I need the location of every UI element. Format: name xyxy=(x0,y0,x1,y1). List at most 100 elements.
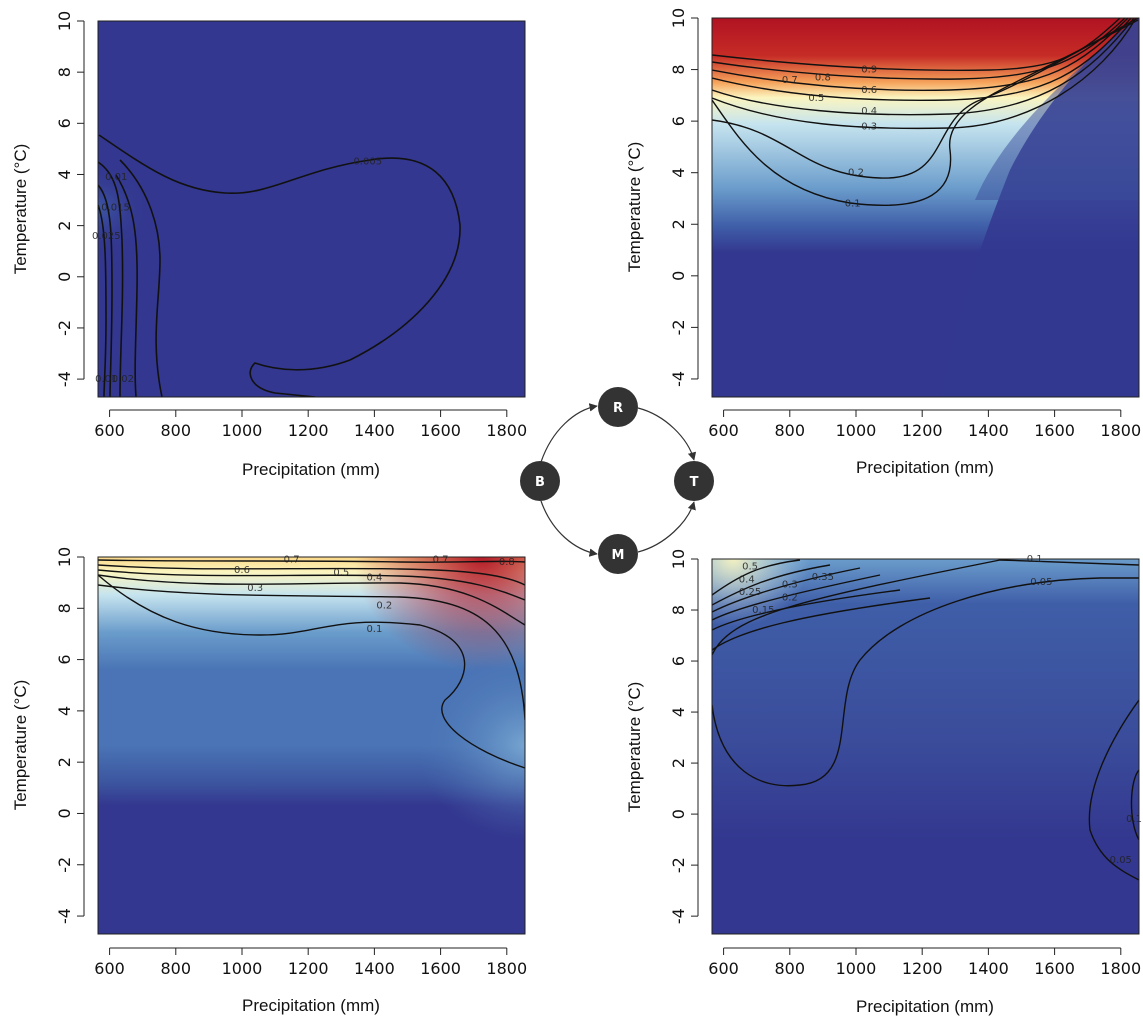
y-tick-label: 6 xyxy=(55,118,74,128)
contour-line xyxy=(712,18,1126,80)
contour-label: 0.5 xyxy=(742,562,758,573)
contour-line xyxy=(98,569,525,601)
y-tick-label: -2 xyxy=(55,857,74,873)
x-tick-label: 1400 xyxy=(354,959,395,978)
y-tick-label: 4 xyxy=(669,168,688,178)
contour-label: 0.7 xyxy=(284,555,300,566)
node-m: M xyxy=(598,534,638,574)
x-tick-label: 1800 xyxy=(1100,421,1141,440)
x-axis-title: Precipitation (mm) xyxy=(242,460,380,479)
y-tick-label: 0 xyxy=(669,809,688,819)
contour-line xyxy=(712,564,831,606)
node-t-label: T xyxy=(690,475,699,490)
contour-label: 0.25 xyxy=(739,587,761,598)
contour-label: 0.1 xyxy=(366,624,382,635)
y-tick-label: -4 xyxy=(55,908,74,924)
contour-label: 0.015 xyxy=(101,203,130,214)
contour-line xyxy=(98,564,525,586)
y-tick-label: 0 xyxy=(55,808,74,818)
contour-label: 0.35 xyxy=(812,572,834,583)
x-tick-label: 800 xyxy=(775,959,806,978)
x-axis-ticks: 600 800 1000 1200 1400 1600 1800 xyxy=(94,947,527,978)
contour-line xyxy=(115,174,138,397)
contour-labels: 0.9 0.8 0.7 0.6 0.5 0.4 0.3 0.2 0.1 xyxy=(782,65,877,210)
node-t: T xyxy=(674,461,714,501)
contour-line xyxy=(98,574,525,769)
y-axis-ticks: -4 -2 0 2 4 6 8 10 xyxy=(55,547,85,924)
contour-label: 0.8 xyxy=(815,72,831,83)
y-tick-label: -2 xyxy=(669,319,688,335)
contour-label: 0.2 xyxy=(376,601,392,612)
contour-line xyxy=(712,559,801,596)
y-tick-label: 10 xyxy=(55,11,74,31)
plot-frame xyxy=(97,20,526,398)
y-tick-label: 4 xyxy=(55,169,74,179)
contour-label: 0.05 xyxy=(1030,577,1052,588)
contour-label: 0.005 xyxy=(353,157,382,168)
contour-line xyxy=(98,559,525,563)
contour-line xyxy=(712,577,1139,787)
y-axis-ticks: -4 -2 0 2 4 6 8 10 xyxy=(669,549,699,924)
x-tick-label: 600 xyxy=(94,959,125,978)
x-tick-label: 800 xyxy=(161,421,192,440)
contour-line xyxy=(98,161,124,397)
x-tick-label: 1800 xyxy=(486,421,527,440)
contour-line xyxy=(712,597,931,651)
x-axis-ticks: 600 800 1000 1200 1400 1600 1800 xyxy=(94,409,527,440)
contour-label: 0.3 xyxy=(247,583,263,594)
plot-frame xyxy=(97,556,526,935)
contour-label: 0.5 xyxy=(808,93,824,104)
y-tick-label: 6 xyxy=(55,654,74,664)
x-tick-label: 1600 xyxy=(1034,959,1075,978)
x-axis-ticks: 600 800 1000 1200 1400 1600 1800 xyxy=(708,409,1141,440)
contour-label: 0.2 xyxy=(782,592,798,603)
contour-label: 0.4 xyxy=(861,106,877,117)
contour-labels: 0.7 0.6 0.5 0.4 0.7 0.8 0.3 0.2 0.1 xyxy=(234,555,515,635)
contour-line xyxy=(712,574,881,621)
x-tick-label: 1200 xyxy=(288,959,329,978)
contour-label: 0.01 xyxy=(105,172,127,183)
contour-label: 0.1 xyxy=(845,199,861,210)
y-tick-label: 0 xyxy=(55,272,74,282)
contour-label: 0.9 xyxy=(861,65,877,76)
x-tick-label: 1600 xyxy=(1034,421,1075,440)
x-tick-label: 600 xyxy=(708,959,739,978)
x-tick-label: 600 xyxy=(708,421,739,440)
contour-line xyxy=(119,159,163,397)
y-tick-label: -2 xyxy=(669,857,688,873)
x-tick-label: 1000 xyxy=(222,421,263,440)
y-tick-label: -2 xyxy=(55,320,74,336)
y-tick-label: 8 xyxy=(55,67,74,77)
x-axis-title: Precipitation (mm) xyxy=(242,996,380,1015)
contour-label: 0.6 xyxy=(234,565,250,576)
contour-label: 0.02 xyxy=(112,374,134,385)
y-tick-label: 4 xyxy=(669,707,688,717)
y-tick-label: 6 xyxy=(669,116,688,126)
plot-frame xyxy=(711,17,1140,398)
y-axis-title: Temperature (°C) xyxy=(11,144,30,275)
contour-line xyxy=(712,18,1129,92)
plot-frame xyxy=(711,558,1140,935)
contour-line xyxy=(712,18,1135,116)
x-tick-label: 1400 xyxy=(968,959,1009,978)
y-axis-ticks: -4 -2 0 2 4 6 8 10 xyxy=(669,8,699,387)
y-tick-label: 2 xyxy=(669,219,688,229)
contour-line xyxy=(98,584,525,721)
contour-label: 0.15 xyxy=(752,605,774,616)
x-tick-label: 1400 xyxy=(968,421,1009,440)
x-tick-label: 1600 xyxy=(420,959,461,978)
contour-label: 0.025 xyxy=(92,231,121,242)
edge-m-to-t xyxy=(637,501,696,553)
y-tick-label: -4 xyxy=(669,908,688,924)
node-r-label: R xyxy=(613,401,623,416)
contour-line xyxy=(712,559,1139,656)
contour-label: 0.05 xyxy=(1110,855,1132,866)
contour-label: 0.5 xyxy=(333,567,349,578)
y-tick-label: 4 xyxy=(55,706,74,716)
y-tick-label: 2 xyxy=(55,221,74,231)
y-tick-label: -4 xyxy=(669,371,688,387)
node-b: B xyxy=(520,461,560,501)
contour-line xyxy=(98,574,525,626)
